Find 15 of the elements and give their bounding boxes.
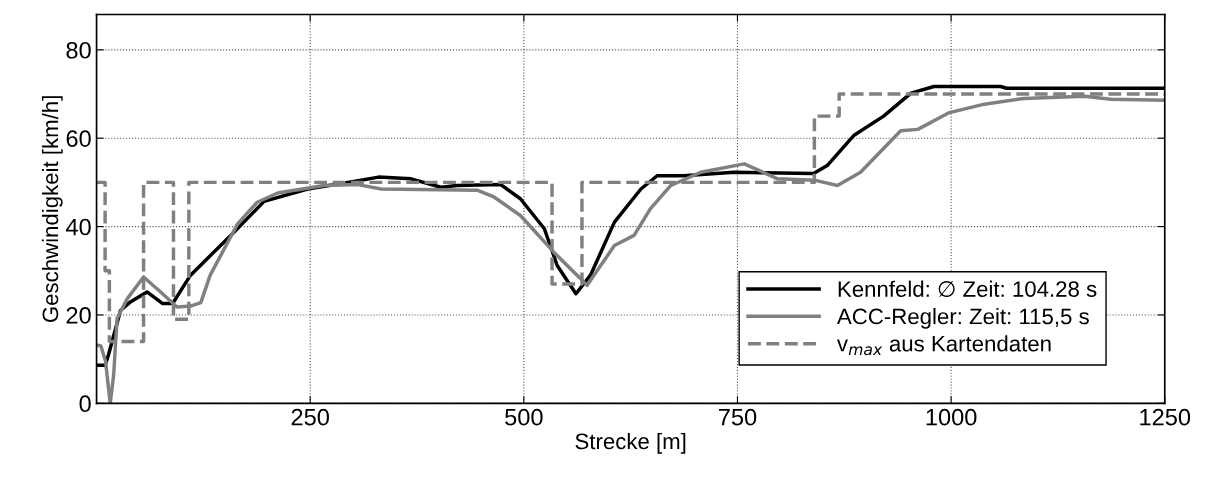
- x-tick-label: 1000: [926, 408, 977, 426]
- x-axis-title: Strecke [m]: [575, 432, 686, 454]
- x-tick-label: 250: [291, 408, 329, 426]
- x-tick-label: 1250: [1140, 408, 1191, 426]
- y-tick-label: 20: [66, 307, 91, 324]
- y-tick-label: 0: [79, 395, 91, 413]
- y-tick-label: 40: [65, 218, 91, 236]
- legend-label: Kennfeld: ∅ Zeit: 104.28 s: [838, 280, 1097, 297]
- legend-label: ACC-Regler: Zeit: 115,5 s: [836, 307, 1089, 329]
- y-tick-label: 80: [66, 41, 91, 59]
- legend-label: v$_{max}$ aus Kartendaten: [836, 335, 1051, 356]
- y-tick-label: 60: [66, 130, 91, 147]
- x-tick-label: 750: [718, 408, 757, 426]
- x-tick-label: 500: [505, 408, 543, 426]
- y-axis-title: Geschwindigkeit [km/h]: [41, 96, 63, 323]
